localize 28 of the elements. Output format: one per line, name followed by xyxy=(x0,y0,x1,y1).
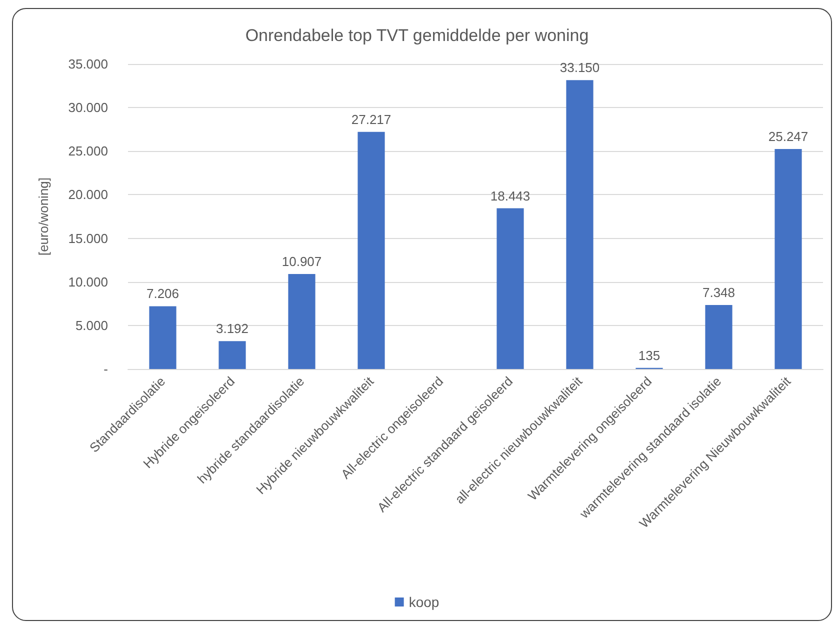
data-label: 33.150 xyxy=(560,60,600,76)
bar xyxy=(149,306,176,369)
y-axis-title: [euro/woning] xyxy=(36,177,51,256)
data-label: 27.217 xyxy=(351,112,392,127)
bar xyxy=(218,341,246,369)
bar xyxy=(774,148,802,369)
bar xyxy=(705,304,732,369)
y-tick-label: 30.000 xyxy=(68,100,108,116)
bar xyxy=(358,132,385,369)
data-label: 3.192 xyxy=(216,321,249,336)
bar xyxy=(566,80,594,369)
data-label: 135 xyxy=(638,348,660,363)
y-tick-label: 5.000 xyxy=(75,318,108,333)
y-tick-label: 10.000 xyxy=(68,274,108,290)
y-tick-label: - xyxy=(104,362,108,376)
data-label: 7.206 xyxy=(146,286,180,302)
legend-label: koop xyxy=(408,594,440,610)
bar xyxy=(288,274,316,369)
data-label: 18.443 xyxy=(490,188,530,204)
y-tick-label: 15.000 xyxy=(68,230,108,246)
data-label: 25.247 xyxy=(768,128,808,144)
data-label: 7.348 xyxy=(702,284,736,300)
y-tick-label: 25.000 xyxy=(68,144,108,159)
data-label: 10.907 xyxy=(282,254,322,269)
bar xyxy=(496,208,524,369)
y-tick-label: 20.000 xyxy=(68,187,108,202)
chart-title: Onrendabele top TVT gemiddelde per woning xyxy=(245,26,589,45)
y-tick-label: 35.000 xyxy=(68,56,108,72)
